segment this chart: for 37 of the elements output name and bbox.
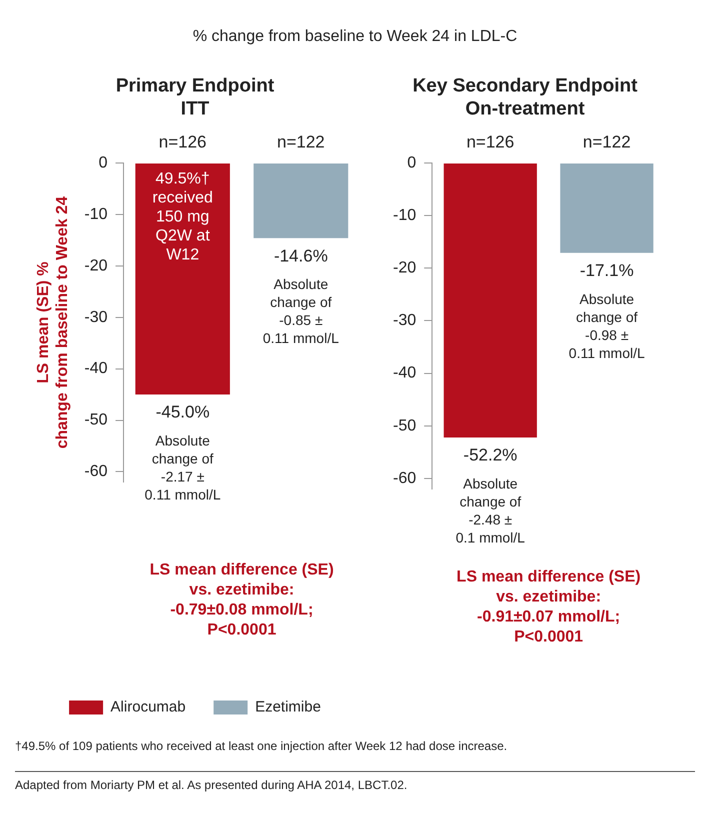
y-tick-label: -50 xyxy=(393,417,416,434)
annotation: Absolute change of -2.48 ± 0.1 mmol/L xyxy=(456,475,526,546)
y-tick-label: -10 xyxy=(84,206,108,223)
legend-label: Ezetimibe xyxy=(255,698,321,716)
data-label: -14.6% xyxy=(274,246,328,266)
y-tick-label: -40 xyxy=(393,364,416,382)
y-tick-label: -20 xyxy=(393,260,416,277)
y-axis-title: LS mean (SE) % change from baseline to Week 24 xyxy=(35,196,72,449)
x-tick-label: n=122 xyxy=(277,132,325,152)
y-tick-label: -10 xyxy=(393,206,416,224)
text: % change from baseline to Week 24 in LDL-C xyxy=(192,28,518,46)
y-tick-label: -30 xyxy=(84,308,108,326)
data-label: -17.1% xyxy=(580,261,634,280)
y-tick-label: -60 xyxy=(393,470,416,487)
legend-label: Alirocumab xyxy=(110,698,186,716)
data-label: -52.2% xyxy=(463,446,518,465)
x-tick-label: n=126 xyxy=(158,132,207,152)
y-tick-label: -20 xyxy=(84,257,108,274)
annotation: 49.5%† received 150 mg Q2W at W12 xyxy=(152,170,213,264)
annotation: Absolute change of -0.98 ± 0.11 mmol/L xyxy=(568,290,645,361)
y-tick-label: -40 xyxy=(84,360,108,378)
y-tick-label: -50 xyxy=(84,412,108,429)
annotation: Absolute change of -0.85 ± 0.11 mmol/L xyxy=(262,276,340,346)
chart-title: Key Secondary Endpoint On-treatment xyxy=(412,76,638,120)
x-tick-label: n=122 xyxy=(582,132,631,152)
text: LS mean difference (SE) vs. ezetimibe: -0.91±0.07 mmol/L; P<0.0001 xyxy=(456,568,641,646)
chart-title: Primary Endpoint ITT xyxy=(116,76,275,120)
text: Adapted from Moriarty PM et al. As presented during AHA 2014, LBCT.02. xyxy=(15,771,695,796)
text: LS mean difference (SE) vs. ezetimibe: -0.79±0.08 mmol/L; P<0.0001 xyxy=(150,561,334,638)
x-tick-label: n=126 xyxy=(466,132,514,152)
y-tick-label: -30 xyxy=(393,312,416,330)
data-label: -45.0% xyxy=(156,402,210,422)
y-tick-label: 0 xyxy=(98,154,108,172)
y-tick-label: 0 xyxy=(407,154,416,172)
text: †49.5% of 109 patients who received at least one injection after Week 12 had dose increase. xyxy=(15,738,508,755)
annotation: Absolute change of -2.17 ± 0.11 mmol/L xyxy=(144,432,221,502)
y-tick-label: -60 xyxy=(84,463,108,480)
